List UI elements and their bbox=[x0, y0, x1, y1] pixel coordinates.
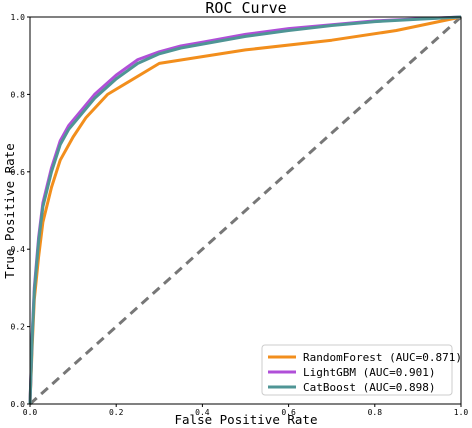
legend-box bbox=[261, 344, 453, 396]
plot-frame bbox=[29, 16, 462, 405]
y-tick-label-4: 0.8 bbox=[11, 90, 26, 99]
x-tick-label-1: 0.2 bbox=[109, 408, 124, 417]
legend-label-2: CatBoost (AUC=0.898) bbox=[303, 381, 435, 394]
x-tick-label-4: 0.8 bbox=[368, 408, 383, 417]
x-tick-label-5: 1.0 bbox=[454, 408, 469, 417]
x-tick-label-0: 0.0 bbox=[23, 408, 38, 417]
legend-label-1: LightGBM (AUC=0.901) bbox=[303, 366, 435, 379]
y-tick-label-2: 0.4 bbox=[11, 245, 26, 254]
y-tick-label-1: 0.2 bbox=[11, 323, 26, 332]
x-tick-label-3: 0.6 bbox=[281, 408, 296, 417]
legend: RandomForest (AUC=0.871) LightGBM (AUC=0.… bbox=[261, 344, 462, 396]
y-tick-label-5: 1.0 bbox=[11, 13, 26, 22]
chart-title: ROC Curve bbox=[205, 0, 286, 17]
y-axis-label: True Positive Rate bbox=[2, 143, 17, 278]
series-line-2 bbox=[28, 15, 462, 405]
reference-diagonal-line bbox=[28, 15, 463, 406]
x-tick-label-2: 0.4 bbox=[195, 408, 210, 417]
y-tick-label-0: 0.0 bbox=[11, 400, 26, 409]
y-tick-label-3: 0.6 bbox=[11, 168, 26, 177]
legend-label-0: RandomForest (AUC=0.871) bbox=[303, 351, 462, 364]
x-axis-label: False Positive Rate bbox=[175, 412, 318, 427]
